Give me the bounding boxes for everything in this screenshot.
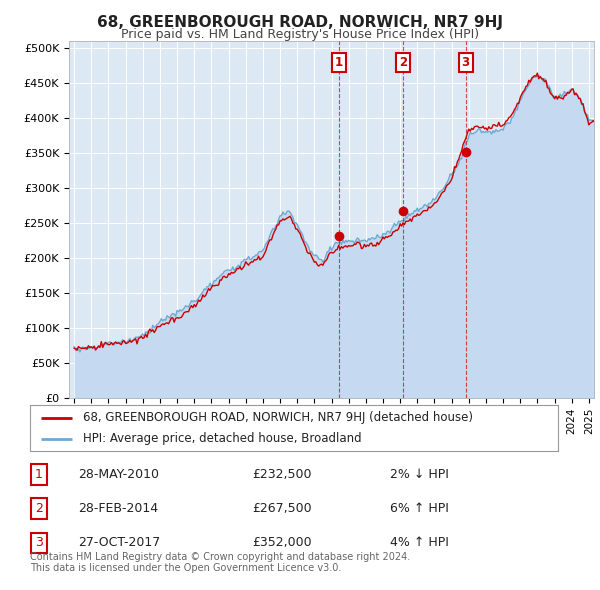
Text: 1: 1 <box>334 56 343 69</box>
Text: 28-FEB-2014: 28-FEB-2014 <box>78 502 158 515</box>
Text: 28-MAY-2010: 28-MAY-2010 <box>78 468 159 481</box>
Text: 2% ↓ HPI: 2% ↓ HPI <box>390 468 449 481</box>
Text: 68, GREENBOROUGH ROAD, NORWICH, NR7 9HJ (detached house): 68, GREENBOROUGH ROAD, NORWICH, NR7 9HJ … <box>83 411 473 424</box>
Text: Price paid vs. HM Land Registry's House Price Index (HPI): Price paid vs. HM Land Registry's House … <box>121 28 479 41</box>
Text: 68, GREENBOROUGH ROAD, NORWICH, NR7 9HJ: 68, GREENBOROUGH ROAD, NORWICH, NR7 9HJ <box>97 15 503 30</box>
Text: 3: 3 <box>461 56 470 69</box>
Text: Contains HM Land Registry data © Crown copyright and database right 2024.
This d: Contains HM Land Registry data © Crown c… <box>30 552 410 573</box>
Text: 2: 2 <box>35 502 43 515</box>
Text: 1: 1 <box>35 468 43 481</box>
Text: £352,000: £352,000 <box>252 536 311 549</box>
Text: 27-OCT-2017: 27-OCT-2017 <box>78 536 160 549</box>
Text: 6% ↑ HPI: 6% ↑ HPI <box>390 502 449 515</box>
Text: 3: 3 <box>35 536 43 549</box>
Text: £232,500: £232,500 <box>252 468 311 481</box>
Text: 2: 2 <box>399 56 407 69</box>
Text: HPI: Average price, detached house, Broadland: HPI: Average price, detached house, Broa… <box>83 432 361 445</box>
Text: £267,500: £267,500 <box>252 502 311 515</box>
Text: 4% ↑ HPI: 4% ↑ HPI <box>390 536 449 549</box>
